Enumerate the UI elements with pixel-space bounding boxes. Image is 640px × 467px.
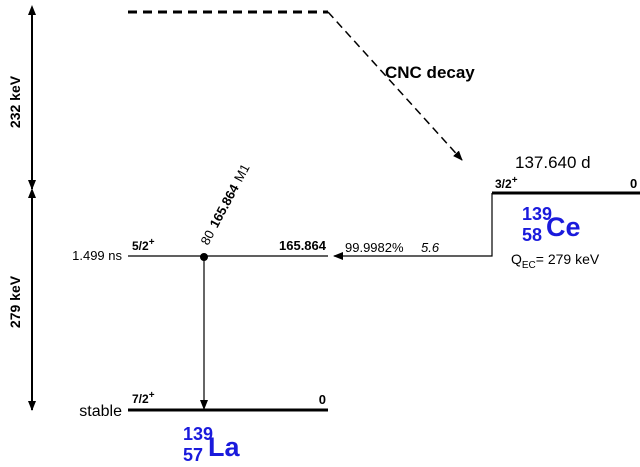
q-amount: = 279 keV (536, 251, 600, 267)
gamma-label: 80165.864M1 (197, 161, 252, 247)
gamma-energy: 165.864 (207, 181, 243, 230)
parity: + (512, 175, 518, 186)
gamma-intensity: 80 (197, 228, 217, 248)
dashed-arrow (327, 11, 463, 161)
parity: + (149, 237, 155, 248)
atomic-number: 57 (183, 445, 203, 465)
level-energy: 165.864 (279, 238, 327, 253)
q-value: QEC= 279 keV (511, 251, 600, 271)
log-ft: 5.6 (421, 240, 440, 255)
q-subscript: EC (522, 260, 536, 271)
element: La (208, 432, 240, 462)
span-label: 232 keV (7, 75, 23, 128)
spin-value: 7/2 (132, 392, 149, 406)
half-life: stable (79, 403, 122, 420)
spin: 5/2+ (132, 237, 155, 253)
atomic-number: 58 (522, 225, 542, 245)
multipolarity: M1 (231, 161, 253, 184)
q-symbol: Q (511, 251, 522, 267)
half-life: 137.640 d (515, 153, 591, 172)
mass-number: 139 (522, 204, 552, 224)
span-label: 279 keV (7, 275, 23, 328)
parity: + (149, 390, 155, 401)
spin-value: 3/2 (495, 177, 512, 191)
branching: 99.9982% (345, 240, 404, 255)
level-energy: 0 (630, 176, 637, 191)
spin-value: 5/2 (132, 239, 149, 253)
element: Ce (546, 212, 581, 242)
level-energy: 0 (319, 392, 326, 407)
half-life: 1.499 ns (72, 248, 122, 263)
spin: 3/2+ (495, 175, 518, 191)
spin: 7/2+ (132, 390, 155, 406)
decay-label: CNC decay (385, 63, 475, 82)
feeding-arrow (333, 193, 493, 260)
mass-number: 139 (183, 424, 213, 444)
